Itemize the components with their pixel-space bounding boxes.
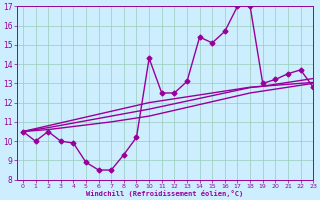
X-axis label: Windchill (Refroidissement éolien,°C): Windchill (Refroidissement éolien,°C) xyxy=(86,190,244,197)
